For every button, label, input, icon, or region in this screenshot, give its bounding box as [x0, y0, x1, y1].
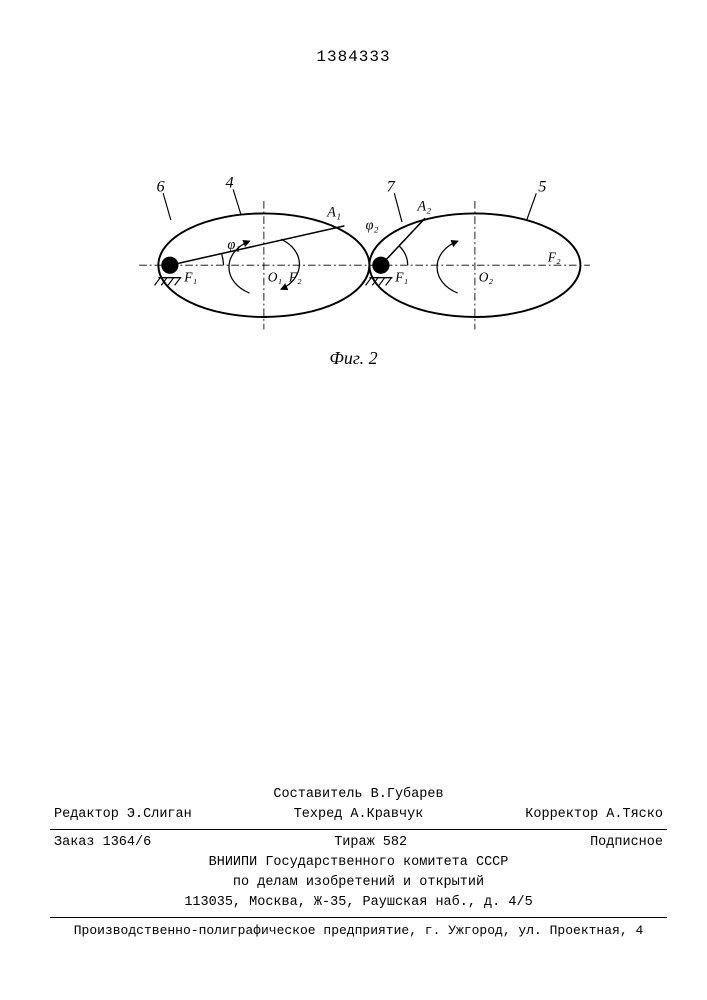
- lead-6: [163, 193, 171, 220]
- label-O1: O₁: [268, 270, 282, 285]
- label-O2: O₂: [479, 270, 494, 285]
- lead-5: [527, 193, 537, 220]
- lead-7: [394, 193, 402, 222]
- radial-A1: [170, 226, 345, 265]
- arc-phi2: [399, 246, 408, 265]
- arc-phi1: [222, 254, 224, 266]
- figure-diagram: 6 4 A₁ φ₁ F₁ O₁ F₂ 7 5 A₂ φ₂ F₁ O₂ F₂: [120, 170, 590, 370]
- address: 113035, Москва, Ж-35, Раушская наб., д. …: [50, 893, 667, 913]
- rot-arrow-2: [437, 241, 458, 293]
- order-number: Заказ 1364/6: [54, 833, 151, 853]
- radial-A2: [381, 218, 425, 265]
- org-line-2: по делам изобретений и открытий: [50, 873, 667, 893]
- label-F2b: F₂: [547, 249, 561, 264]
- label-F2a: F₂: [288, 270, 302, 285]
- figure-caption: Фиг. 2: [0, 348, 707, 369]
- print-run: Тираж 582: [334, 833, 407, 853]
- label-F1a: F₁: [183, 270, 197, 285]
- label-A1: A₁: [326, 204, 341, 220]
- colophon: Составитель В.Губарев Редактор Э.Слиган …: [50, 785, 667, 940]
- rule-1: [50, 829, 667, 830]
- label-7: 7: [387, 176, 396, 195]
- label-A2: A₂: [416, 199, 431, 215]
- editor: Редактор Э.Слиган: [54, 805, 192, 825]
- label-F1b: F₁: [394, 270, 408, 285]
- page-number: 1384333: [0, 0, 707, 66]
- subscription: Подписное: [590, 833, 663, 853]
- compiler-line: Составитель В.Губарев: [50, 785, 667, 805]
- lead-4: [233, 189, 241, 214]
- printing-house: Производственно-полиграфическое предприя…: [50, 921, 667, 941]
- label-6: 6: [156, 176, 165, 195]
- label-4: 4: [226, 173, 234, 192]
- label-5: 5: [538, 176, 546, 195]
- label-phi1: φ₁: [227, 237, 240, 253]
- corrector: Корректор А.Тяско: [525, 805, 663, 825]
- org-line-1: ВНИИПИ Государственного комитета СССР: [50, 853, 667, 873]
- tech-editor: Техред А.Кравчук: [294, 805, 424, 825]
- rule-2: [50, 917, 667, 918]
- label-phi2: φ₂: [366, 218, 379, 234]
